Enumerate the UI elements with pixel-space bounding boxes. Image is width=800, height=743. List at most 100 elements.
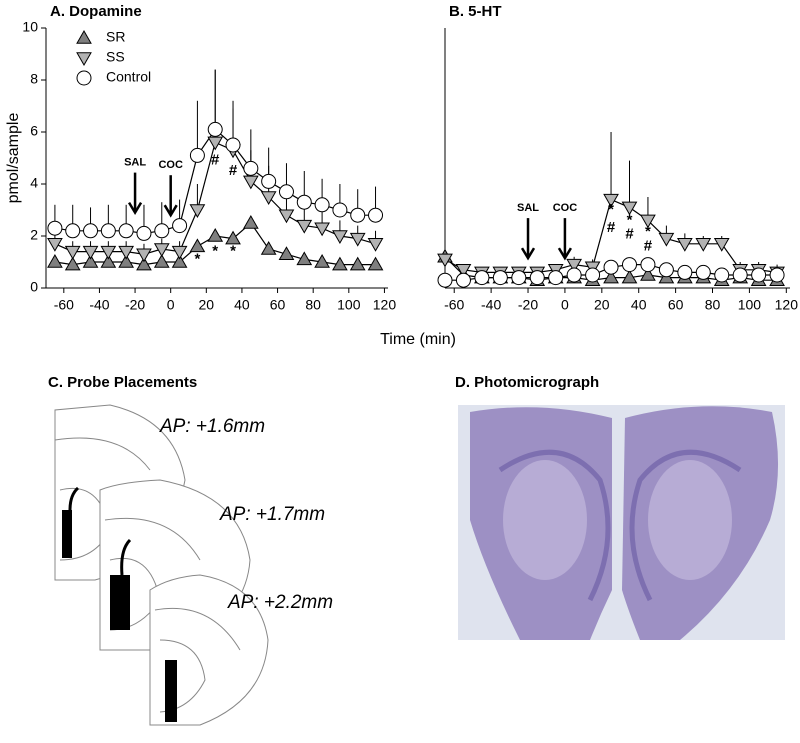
x-tick-label: -40 xyxy=(481,297,501,313)
marker xyxy=(349,256,366,271)
x-tick-label: 100 xyxy=(337,297,361,313)
marker xyxy=(64,245,81,260)
marker xyxy=(207,136,224,151)
marker xyxy=(585,267,601,283)
x-tick-label: 40 xyxy=(234,297,250,313)
marker xyxy=(621,201,638,216)
marker xyxy=(455,272,471,288)
marker xyxy=(136,225,152,241)
y-axis-label: pmol/sample xyxy=(5,113,22,204)
x-tick-label: -40 xyxy=(89,297,109,313)
annotation: * xyxy=(627,211,633,228)
marker xyxy=(261,173,277,189)
marker xyxy=(640,266,656,281)
legend-label: Control xyxy=(106,69,151,85)
marker xyxy=(566,258,583,273)
marker xyxy=(621,269,638,284)
x-tick-label: 120 xyxy=(775,297,799,313)
marker xyxy=(154,223,170,239)
marker xyxy=(153,243,170,258)
annotation: # xyxy=(211,152,220,169)
panel-title: C. Probe Placements xyxy=(48,374,197,391)
marker xyxy=(368,207,384,223)
marker xyxy=(332,256,348,271)
marker xyxy=(100,253,117,268)
marker xyxy=(566,267,582,283)
marker xyxy=(118,245,135,260)
arrow-head xyxy=(163,204,178,218)
x-tick-label: 80 xyxy=(705,297,721,313)
marker xyxy=(332,230,348,245)
marker xyxy=(695,264,711,280)
marker xyxy=(189,204,206,219)
annotation: * xyxy=(608,201,614,218)
marker xyxy=(492,270,508,286)
annotation: * xyxy=(645,223,651,240)
marker xyxy=(242,175,259,190)
annotation: * xyxy=(194,250,200,267)
marker xyxy=(367,256,384,271)
x-tick-label: 0 xyxy=(167,297,175,313)
marker xyxy=(658,232,675,247)
marker xyxy=(76,70,92,86)
annotation: # xyxy=(607,219,616,236)
marker xyxy=(314,222,330,237)
arrow-head xyxy=(520,247,536,261)
x-tick-label: -60 xyxy=(444,297,464,313)
y-tick-label: 4 xyxy=(30,175,38,191)
marker xyxy=(640,214,656,229)
marker xyxy=(82,253,99,268)
marker xyxy=(713,238,730,252)
marker xyxy=(153,253,170,268)
chart-title: B. 5-HT xyxy=(449,3,502,20)
marker xyxy=(171,245,188,260)
brain-sections xyxy=(54,404,269,726)
marker xyxy=(314,253,330,268)
marker xyxy=(260,191,277,206)
x-tick-label: 100 xyxy=(738,297,762,313)
ap-label: AP: +2.2mm xyxy=(227,592,333,613)
marker xyxy=(548,270,564,286)
marker xyxy=(349,232,366,247)
annotation: # xyxy=(644,237,653,254)
marker xyxy=(603,269,619,284)
marker xyxy=(65,223,81,239)
marker xyxy=(172,218,188,234)
marker xyxy=(207,227,224,242)
marker xyxy=(474,270,490,286)
marker xyxy=(118,223,134,239)
ap-label: AP: +1.7mm xyxy=(219,504,325,525)
y-tick-label: 0 xyxy=(30,279,38,295)
marker xyxy=(714,267,730,283)
annotation: * xyxy=(212,243,218,260)
annotation: # xyxy=(625,226,634,243)
chart-title: A. Dopamine xyxy=(50,3,142,20)
x-tick-label: 80 xyxy=(305,297,321,313)
marker xyxy=(100,223,116,239)
marker xyxy=(314,197,330,213)
panel-title: D. Photomicrograph xyxy=(455,374,599,391)
arrow-label: COC xyxy=(553,202,578,214)
marker xyxy=(82,245,99,260)
marker xyxy=(296,194,312,210)
y-tick-label: 2 xyxy=(30,227,38,243)
marker xyxy=(278,209,295,224)
marker xyxy=(769,267,785,283)
marker xyxy=(455,264,472,278)
legend-label: SS xyxy=(106,49,125,65)
x-tick-label: -20 xyxy=(518,297,538,313)
annotation: # xyxy=(229,162,238,179)
marker xyxy=(751,267,767,283)
marker xyxy=(47,220,63,236)
marker xyxy=(47,238,63,252)
marker xyxy=(207,121,223,137)
marker xyxy=(189,147,205,163)
marker xyxy=(260,240,277,255)
marker xyxy=(296,219,313,234)
marker xyxy=(242,214,259,229)
x-tick-label: 120 xyxy=(373,297,397,313)
arrow-label: SAL xyxy=(517,202,539,214)
arrow-head xyxy=(557,247,572,261)
marker xyxy=(732,267,748,283)
